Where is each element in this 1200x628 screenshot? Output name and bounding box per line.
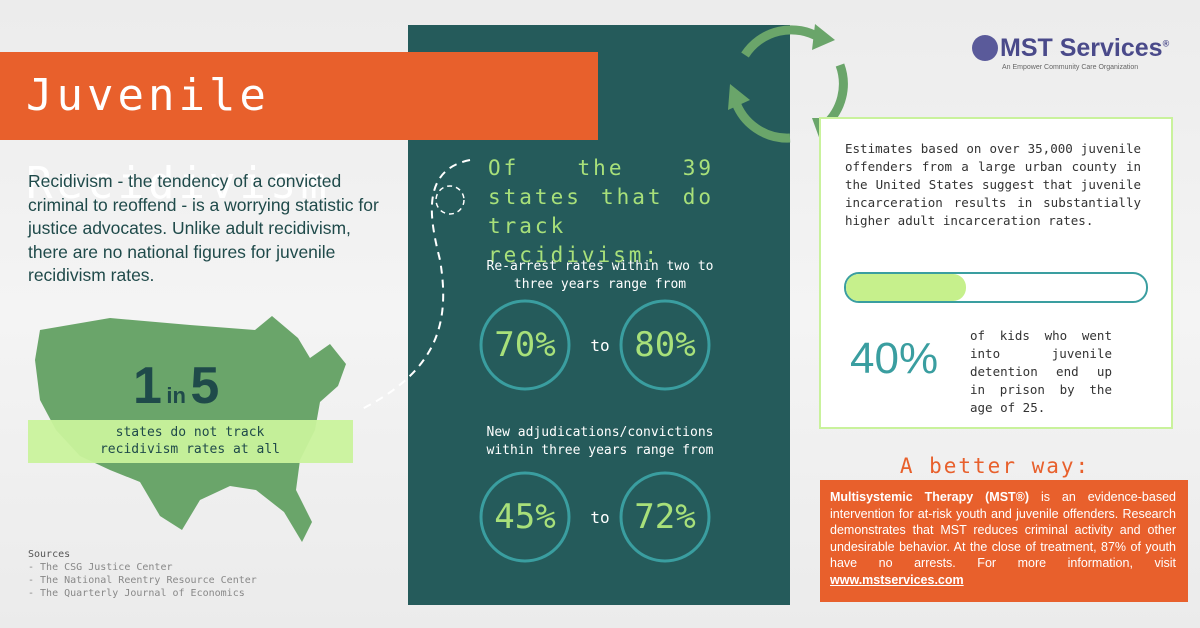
panel-heading: Of the 39 states that do track recidivis… — [488, 156, 714, 267]
connector: to — [590, 336, 610, 355]
better-way-title: A better way: — [899, 454, 1091, 478]
rearrest-text: Re-arrest rates within two to three year… — [486, 259, 714, 292]
ratio: 1 in 5 — [133, 356, 219, 416]
lead: Multisystemic Therapy (MST®) — [830, 490, 1030, 504]
source: - The Quarterly Journal of Economics — [28, 588, 245, 599]
stat-rings — [479, 299, 711, 563]
ratio-word: in — [166, 383, 186, 408]
estimate-stat: 40% — [850, 334, 939, 383]
estimate-caption: of kids who went into juvenile detention… — [970, 328, 1112, 415]
dashed-loop — [435, 185, 465, 215]
rearrest-low: 70% — [494, 325, 556, 365]
map-caption: states do not track recidivism rates at … — [99, 425, 280, 457]
intro: Recidivism - the tendency of a convicted… — [28, 171, 379, 285]
source: - The CSG Justice Center — [28, 562, 173, 573]
dashed-path — [359, 159, 471, 411]
logo-tagline: An Empower Community Care Organization — [1002, 64, 1139, 71]
caption-band — [28, 420, 353, 463]
body: is an evidence-based intervention for at… — [830, 490, 1176, 570]
ratio-of: 5 — [190, 357, 220, 415]
adjudication-low: 45% — [494, 497, 556, 537]
better-way-text: Multisystemic Therapy (MST®) is an evide… — [830, 489, 1176, 588]
rearrest-high: 80% — [634, 325, 696, 365]
connector: to — [590, 508, 610, 527]
logo-text: MST Services — [1000, 34, 1163, 62]
logo-mark: ® — [1162, 38, 1170, 49]
progress-fill — [846, 274, 966, 301]
adjudication-high: 72% — [634, 497, 696, 537]
logo-icon — [972, 35, 998, 61]
title: Juvenile Recidivism — [0, 52, 598, 209]
adjudication-text: New adjudications/convictions within thr… — [486, 425, 714, 458]
ratio-number: 1 — [133, 357, 162, 415]
better-way-box — [820, 480, 1188, 602]
estimate-text: Estimates based on over 35,000 juvenile … — [845, 141, 1141, 228]
sources-title: Sources — [28, 549, 71, 560]
logo-name: MST Services® — [1000, 34, 1169, 63]
source: - The National Reentry Resource Center — [28, 575, 257, 586]
sources: Sources - The CSG Justice Center - The N… — [28, 548, 257, 600]
link[interactable]: www.mstservices.com — [830, 572, 964, 587]
